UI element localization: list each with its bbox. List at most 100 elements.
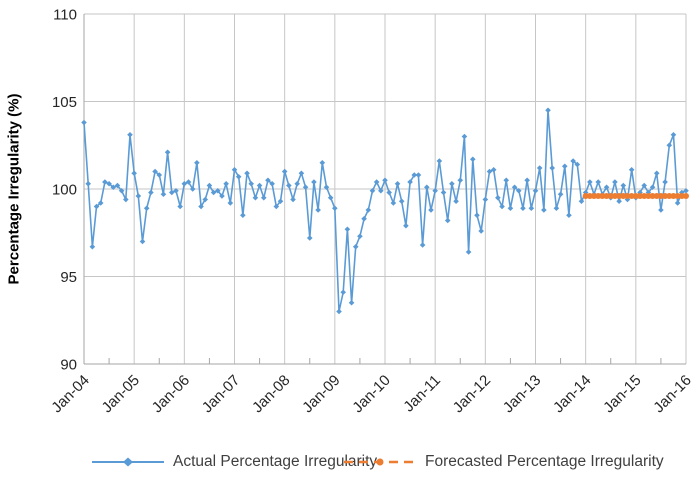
legend-actual-diamond-icon bbox=[123, 457, 133, 467]
actual-data-point bbox=[398, 198, 405, 205]
actual-data-point bbox=[260, 194, 267, 201]
x-tick-label: Jan-08 bbox=[249, 372, 293, 416]
forecast-data-point bbox=[674, 193, 681, 199]
x-tick-label: Jan-12 bbox=[450, 372, 494, 416]
actual-data-point bbox=[570, 158, 576, 164]
actual-data-point bbox=[382, 177, 388, 184]
actual-data-point bbox=[240, 212, 246, 219]
x-tick-label: Jan-06 bbox=[149, 372, 193, 416]
actual-data-point bbox=[315, 207, 321, 213]
actual-data-point bbox=[415, 172, 422, 178]
actual-data-point bbox=[127, 131, 133, 138]
actual-data-point bbox=[449, 180, 455, 187]
forecast-data-point bbox=[607, 193, 614, 199]
actual-data-point bbox=[511, 184, 518, 191]
y-axis-title: Percentage Irregularity (%) bbox=[5, 93, 23, 285]
actual-data-point bbox=[81, 119, 87, 126]
actual-data-point bbox=[114, 182, 121, 189]
actual-data-point bbox=[478, 228, 484, 234]
actual-line-swatch-icon bbox=[92, 457, 164, 467]
actual-data-point bbox=[332, 205, 338, 212]
actual-data-point bbox=[457, 177, 464, 184]
actual-data-point bbox=[173, 187, 179, 194]
actual-data-point bbox=[344, 226, 351, 233]
actual-data-point bbox=[298, 170, 305, 177]
forecast-data-point bbox=[683, 193, 689, 199]
actual-data-point bbox=[424, 184, 430, 191]
actual-data-point bbox=[214, 187, 221, 194]
actual-data-point bbox=[143, 205, 150, 212]
actual-data-point bbox=[612, 179, 618, 185]
actual-data-point bbox=[361, 215, 367, 222]
forecast-data-point bbox=[620, 193, 627, 199]
actual-data-point bbox=[118, 187, 125, 194]
actual-data-point bbox=[306, 235, 313, 241]
actual-data-point bbox=[327, 194, 334, 201]
legend-forecast-label: Forecasted Percentage Irregularity bbox=[425, 453, 664, 470]
actual-data-point bbox=[202, 196, 209, 203]
forecast-data-point bbox=[624, 193, 631, 199]
actual-data-point bbox=[378, 187, 384, 194]
actual-data-point bbox=[679, 189, 685, 196]
actual-data-point bbox=[653, 170, 660, 177]
forecast-data-point bbox=[641, 193, 648, 199]
actual-data-point bbox=[628, 166, 635, 173]
actual-data-point bbox=[419, 242, 426, 248]
forecast-data-point bbox=[603, 193, 610, 199]
actual-data-point bbox=[373, 179, 380, 185]
forecast-data-point bbox=[628, 193, 635, 199]
actual-data-point bbox=[503, 177, 510, 184]
forecast-data-point bbox=[611, 193, 618, 199]
y-tick-label: 110 bbox=[53, 7, 77, 24]
actual-data-point bbox=[658, 207, 664, 213]
actual-data-point bbox=[336, 308, 342, 315]
actual-data-point bbox=[219, 193, 225, 199]
actual-data-point bbox=[453, 198, 459, 205]
actual-data-point bbox=[189, 186, 196, 192]
actual-data-point bbox=[574, 161, 581, 168]
actual-data-point bbox=[532, 187, 539, 194]
x-tick-label: Jan-11 bbox=[400, 372, 444, 416]
actual-data-point bbox=[164, 149, 171, 156]
actual-data-point bbox=[499, 203, 505, 210]
actual-data-point bbox=[185, 179, 192, 185]
actual-data-point bbox=[97, 200, 104, 206]
actual-data-point bbox=[507, 205, 514, 212]
x-tick-label: Jan-14 bbox=[550, 372, 594, 416]
x-tick-label: Jan-07 bbox=[199, 372, 243, 416]
actual-data-point bbox=[273, 203, 280, 210]
forecast-data-point bbox=[678, 193, 685, 199]
actual-data-point bbox=[566, 212, 572, 219]
actual-data-point bbox=[578, 198, 585, 205]
actual-data-point bbox=[603, 184, 610, 191]
forecast-line-swatch-icon bbox=[344, 458, 416, 466]
actual-data-point bbox=[524, 177, 530, 184]
y-tick-label: 105 bbox=[52, 94, 77, 111]
actual-data-point bbox=[168, 189, 175, 196]
actual-data-point bbox=[102, 179, 108, 185]
actual-data-point bbox=[281, 168, 288, 175]
actual-data-point bbox=[641, 182, 647, 189]
actual-data-point bbox=[106, 180, 112, 187]
actual-data-point bbox=[520, 205, 526, 212]
actual-data-point bbox=[666, 142, 673, 149]
forecast-data-point bbox=[599, 193, 606, 199]
forecast-data-point bbox=[616, 193, 623, 199]
actual-data-point bbox=[557, 191, 564, 198]
actual-data-point bbox=[206, 182, 213, 189]
forecast-data-point bbox=[586, 193, 593, 199]
forecast-data-point bbox=[662, 193, 669, 199]
actual-data-point bbox=[302, 184, 309, 191]
actual-data-point bbox=[135, 193, 142, 199]
x-tick-label: Jan-04 bbox=[48, 372, 92, 416]
actual-data-point bbox=[545, 107, 551, 114]
actual-data-point bbox=[444, 217, 451, 224]
actual-data-point bbox=[645, 189, 652, 196]
actual-data-point bbox=[587, 179, 593, 185]
actual-data-point bbox=[323, 184, 330, 191]
actual-data-point bbox=[223, 180, 229, 187]
forecast-data-point bbox=[645, 193, 652, 199]
actual-data-point bbox=[486, 168, 493, 175]
